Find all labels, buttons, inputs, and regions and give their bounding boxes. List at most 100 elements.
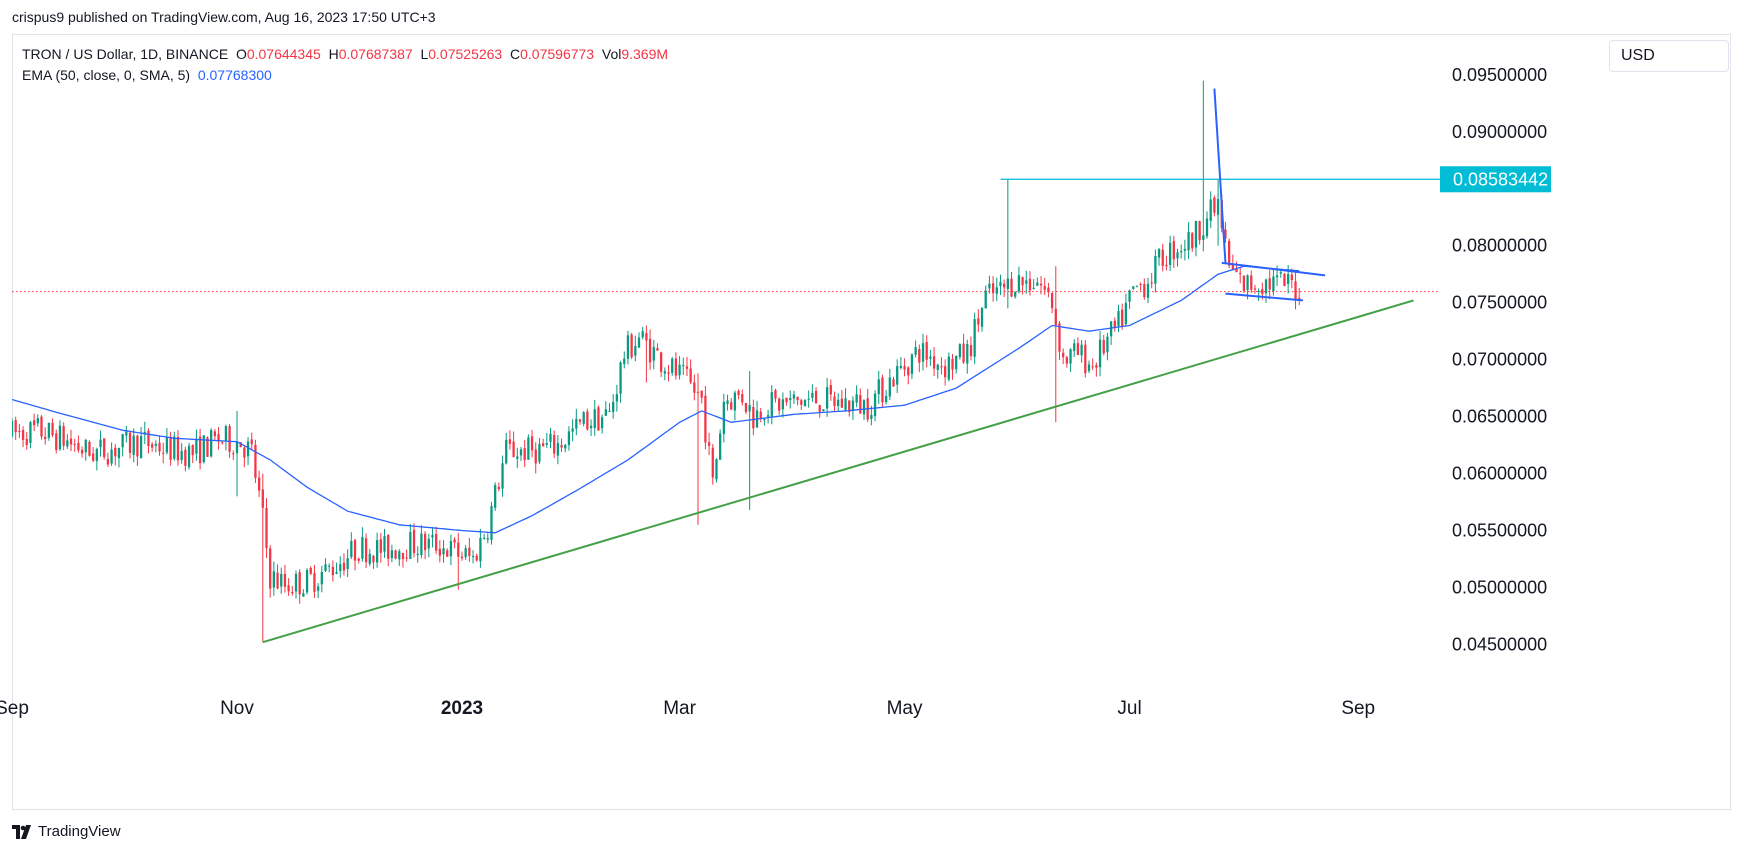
candle-body <box>99 439 102 448</box>
candle-body <box>55 433 58 450</box>
candle <box>195 429 198 461</box>
candle <box>1084 339 1087 378</box>
footer-brand: TradingView <box>38 823 121 840</box>
candle-body <box>508 439 512 444</box>
candle-body <box>80 449 84 454</box>
ohlc-legend-row: TRON / US Dollar, 1D, BINANCE O0.0764434… <box>22 44 668 65</box>
plot-layer <box>12 80 1440 644</box>
candle-body <box>1150 282 1153 284</box>
ema-label[interactable]: EMA (50, close, 0, SMA, 5) <box>22 67 191 83</box>
candle <box>741 389 744 406</box>
currency-selector[interactable]: USD <box>1609 40 1729 72</box>
candle <box>991 276 995 302</box>
candle-body <box>1202 235 1205 240</box>
candle <box>132 428 135 463</box>
support-trendline <box>262 299 1414 644</box>
low-value: 0.07525263 <box>428 46 503 62</box>
candle-body <box>1165 264 1168 267</box>
candle <box>763 417 766 426</box>
candle <box>873 390 877 422</box>
candle <box>778 397 781 415</box>
candle <box>1264 278 1268 303</box>
candle-body <box>51 422 54 436</box>
candle <box>58 420 62 451</box>
open-label: O <box>235 46 247 62</box>
candle-body <box>25 438 28 445</box>
candle-body <box>659 352 663 372</box>
y-tick-label: 0.05500000 <box>1452 521 1547 541</box>
candle-body <box>1021 277 1024 286</box>
y-tick-label: 0.06500000 <box>1452 407 1547 427</box>
candle <box>977 309 980 333</box>
candle <box>1209 191 1212 229</box>
candle-body <box>110 449 113 464</box>
candle-body <box>1287 273 1290 284</box>
y-tick-label: 0.06000000 <box>1452 464 1547 484</box>
candle-body <box>789 398 792 401</box>
candle <box>423 531 427 560</box>
candle-body <box>58 425 62 450</box>
candle <box>962 333 965 364</box>
candle <box>545 432 548 448</box>
candle <box>494 482 497 511</box>
candle <box>446 548 449 557</box>
candle <box>969 336 973 361</box>
candle <box>1006 179 1009 309</box>
candle-body <box>951 358 954 370</box>
candle-body <box>726 400 729 405</box>
candle-body <box>984 290 987 309</box>
candle-body <box>191 445 194 456</box>
candle-body <box>980 307 984 327</box>
symbol-label[interactable]: TRON / US Dollar, 1D, BINANCE <box>22 46 229 62</box>
candle <box>1143 278 1146 300</box>
candle <box>497 482 501 492</box>
candle <box>932 347 936 377</box>
candle-body <box>571 428 574 432</box>
candle <box>814 387 818 404</box>
candle <box>1025 270 1028 294</box>
candle-body <box>62 425 65 446</box>
candle <box>807 390 810 408</box>
candle-body <box>1239 272 1242 274</box>
candle <box>272 561 276 596</box>
candle-body <box>1261 288 1264 294</box>
candle <box>1157 248 1161 266</box>
candle <box>1121 303 1124 330</box>
candle-body <box>261 489 264 508</box>
candle <box>825 378 829 417</box>
candle-body <box>121 434 124 448</box>
flag-pole-line <box>1213 88 1227 263</box>
candle <box>364 533 368 568</box>
candle-body <box>785 397 788 403</box>
candle-body <box>667 372 670 374</box>
candle-body <box>641 331 644 338</box>
candle-body <box>1025 280 1028 284</box>
candle <box>671 356 674 376</box>
candle-body <box>265 508 268 548</box>
candle <box>324 558 327 573</box>
y-tick-label: 0.07500000 <box>1452 293 1547 313</box>
candle <box>1224 221 1227 243</box>
candle-body <box>811 392 814 398</box>
candle <box>1113 317 1116 332</box>
candle-body <box>1191 233 1194 249</box>
candle <box>198 428 202 470</box>
candle <box>350 532 353 560</box>
candle <box>243 445 246 468</box>
candle <box>800 398 803 410</box>
candle <box>1062 348 1065 365</box>
candle <box>560 438 563 452</box>
candle <box>958 343 962 360</box>
candle <box>121 433 124 457</box>
candle-body <box>250 439 253 445</box>
candle <box>420 525 423 559</box>
candle-body <box>910 354 914 374</box>
candle-body <box>173 436 176 459</box>
candle <box>600 414 604 434</box>
candle-body <box>682 365 685 367</box>
candle <box>984 285 987 309</box>
candle-body <box>125 431 128 436</box>
candle <box>1128 289 1131 309</box>
candle <box>704 386 707 450</box>
